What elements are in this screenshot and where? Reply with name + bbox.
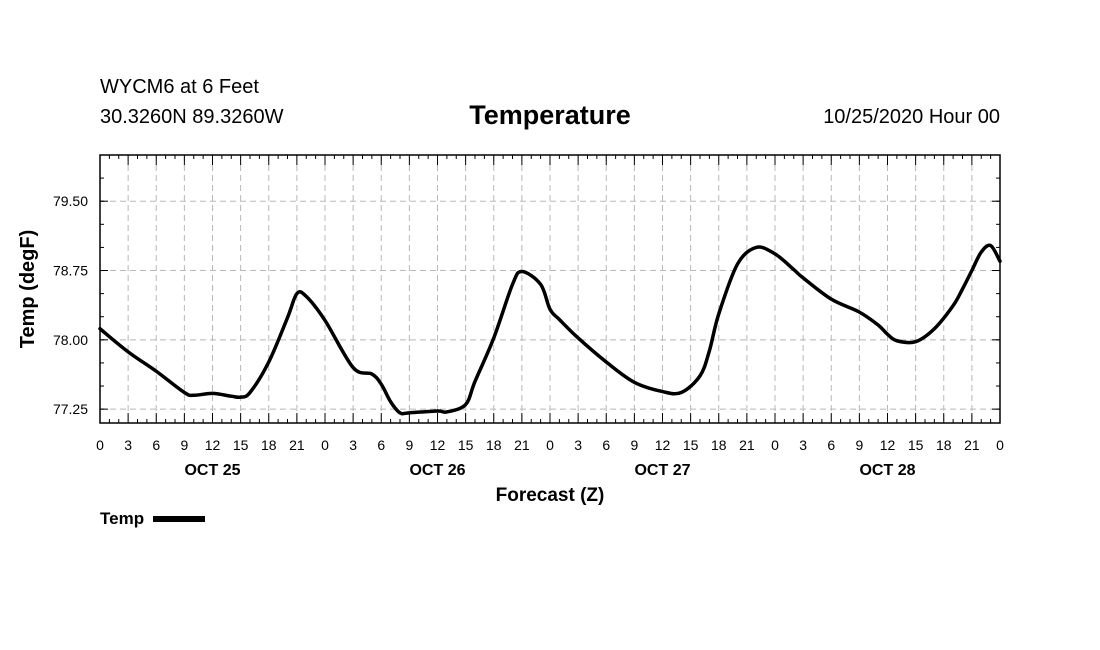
x-tick-label: 0 xyxy=(546,437,554,453)
x-tick-label: 3 xyxy=(124,437,132,453)
y-tick-label: 77.25 xyxy=(53,401,88,417)
series-layer xyxy=(98,243,1002,416)
x-tick-label: 15 xyxy=(233,437,249,453)
x-tick-label: 21 xyxy=(514,437,530,453)
x-tick-label: 12 xyxy=(880,437,896,453)
x-tick-label: 9 xyxy=(180,437,188,453)
x-tick-label: 0 xyxy=(321,437,329,453)
x-tick-label: 0 xyxy=(996,437,1004,453)
x-tick-label: 18 xyxy=(711,437,727,453)
chart-title: Temperature xyxy=(469,100,631,130)
x-tick-label: 3 xyxy=(574,437,582,453)
x-tick-label: 9 xyxy=(405,437,413,453)
x-tick-label: 18 xyxy=(486,437,502,453)
x-tick-label: 9 xyxy=(855,437,863,453)
x-axis-title: Forecast (Z) xyxy=(496,485,605,506)
x-tick-label: 15 xyxy=(683,437,699,453)
x-tick-label: 3 xyxy=(349,437,357,453)
grid-lines xyxy=(100,155,1000,423)
x-tick-label: 6 xyxy=(152,437,160,453)
x-tick-label: 21 xyxy=(739,437,755,453)
x-tick-label: 6 xyxy=(602,437,610,453)
x-tick-label: 12 xyxy=(205,437,221,453)
x-tick-label: 15 xyxy=(458,437,474,453)
station-label: WYCM6 at 6 Feet xyxy=(100,76,259,98)
x-tick-label: 0 xyxy=(771,437,779,453)
legend-swatch xyxy=(153,516,206,522)
x-tick-label: 3 xyxy=(799,437,807,453)
y-axis-title: Temp (degF) xyxy=(17,230,39,349)
day-label: OCT 25 xyxy=(184,462,240,479)
temp-series-line xyxy=(98,243,1002,416)
forecast-date-label: 10/25/2020 Hour 00 xyxy=(823,106,1000,128)
x-tick-label: 6 xyxy=(377,437,385,453)
legend: Temp xyxy=(100,509,206,529)
x-tick-label: 12 xyxy=(655,437,671,453)
x-tick-label: 6 xyxy=(827,437,835,453)
day-label: OCT 26 xyxy=(409,462,465,479)
y-tick-label: 78.00 xyxy=(53,332,88,348)
x-tick-label: 18 xyxy=(936,437,952,453)
x-tick-label: 12 xyxy=(430,437,446,453)
x-tick-label: 15 xyxy=(908,437,924,453)
legend-label: Temp xyxy=(100,509,145,528)
day-label: OCT 28 xyxy=(859,462,915,479)
day-label: OCT 27 xyxy=(634,462,690,479)
y-tick-label: 79.50 xyxy=(53,193,88,209)
y-tick-label: 78.75 xyxy=(53,263,88,279)
x-tick-label: 9 xyxy=(630,437,638,453)
x-tick-label: 0 xyxy=(96,437,104,453)
x-tick-label: 21 xyxy=(964,437,980,453)
coordinates-label: 30.3260N 89.3260W xyxy=(100,106,284,128)
x-tick-label: 18 xyxy=(261,437,277,453)
x-tick-label: 21 xyxy=(289,437,305,453)
axis-labels: 77.25 78.00 78.75 79.50 0 3 6 9 12 15 18 21 0 3 6 9 12 15… xyxy=(17,193,1004,506)
axis-ticks xyxy=(99,154,1001,423)
